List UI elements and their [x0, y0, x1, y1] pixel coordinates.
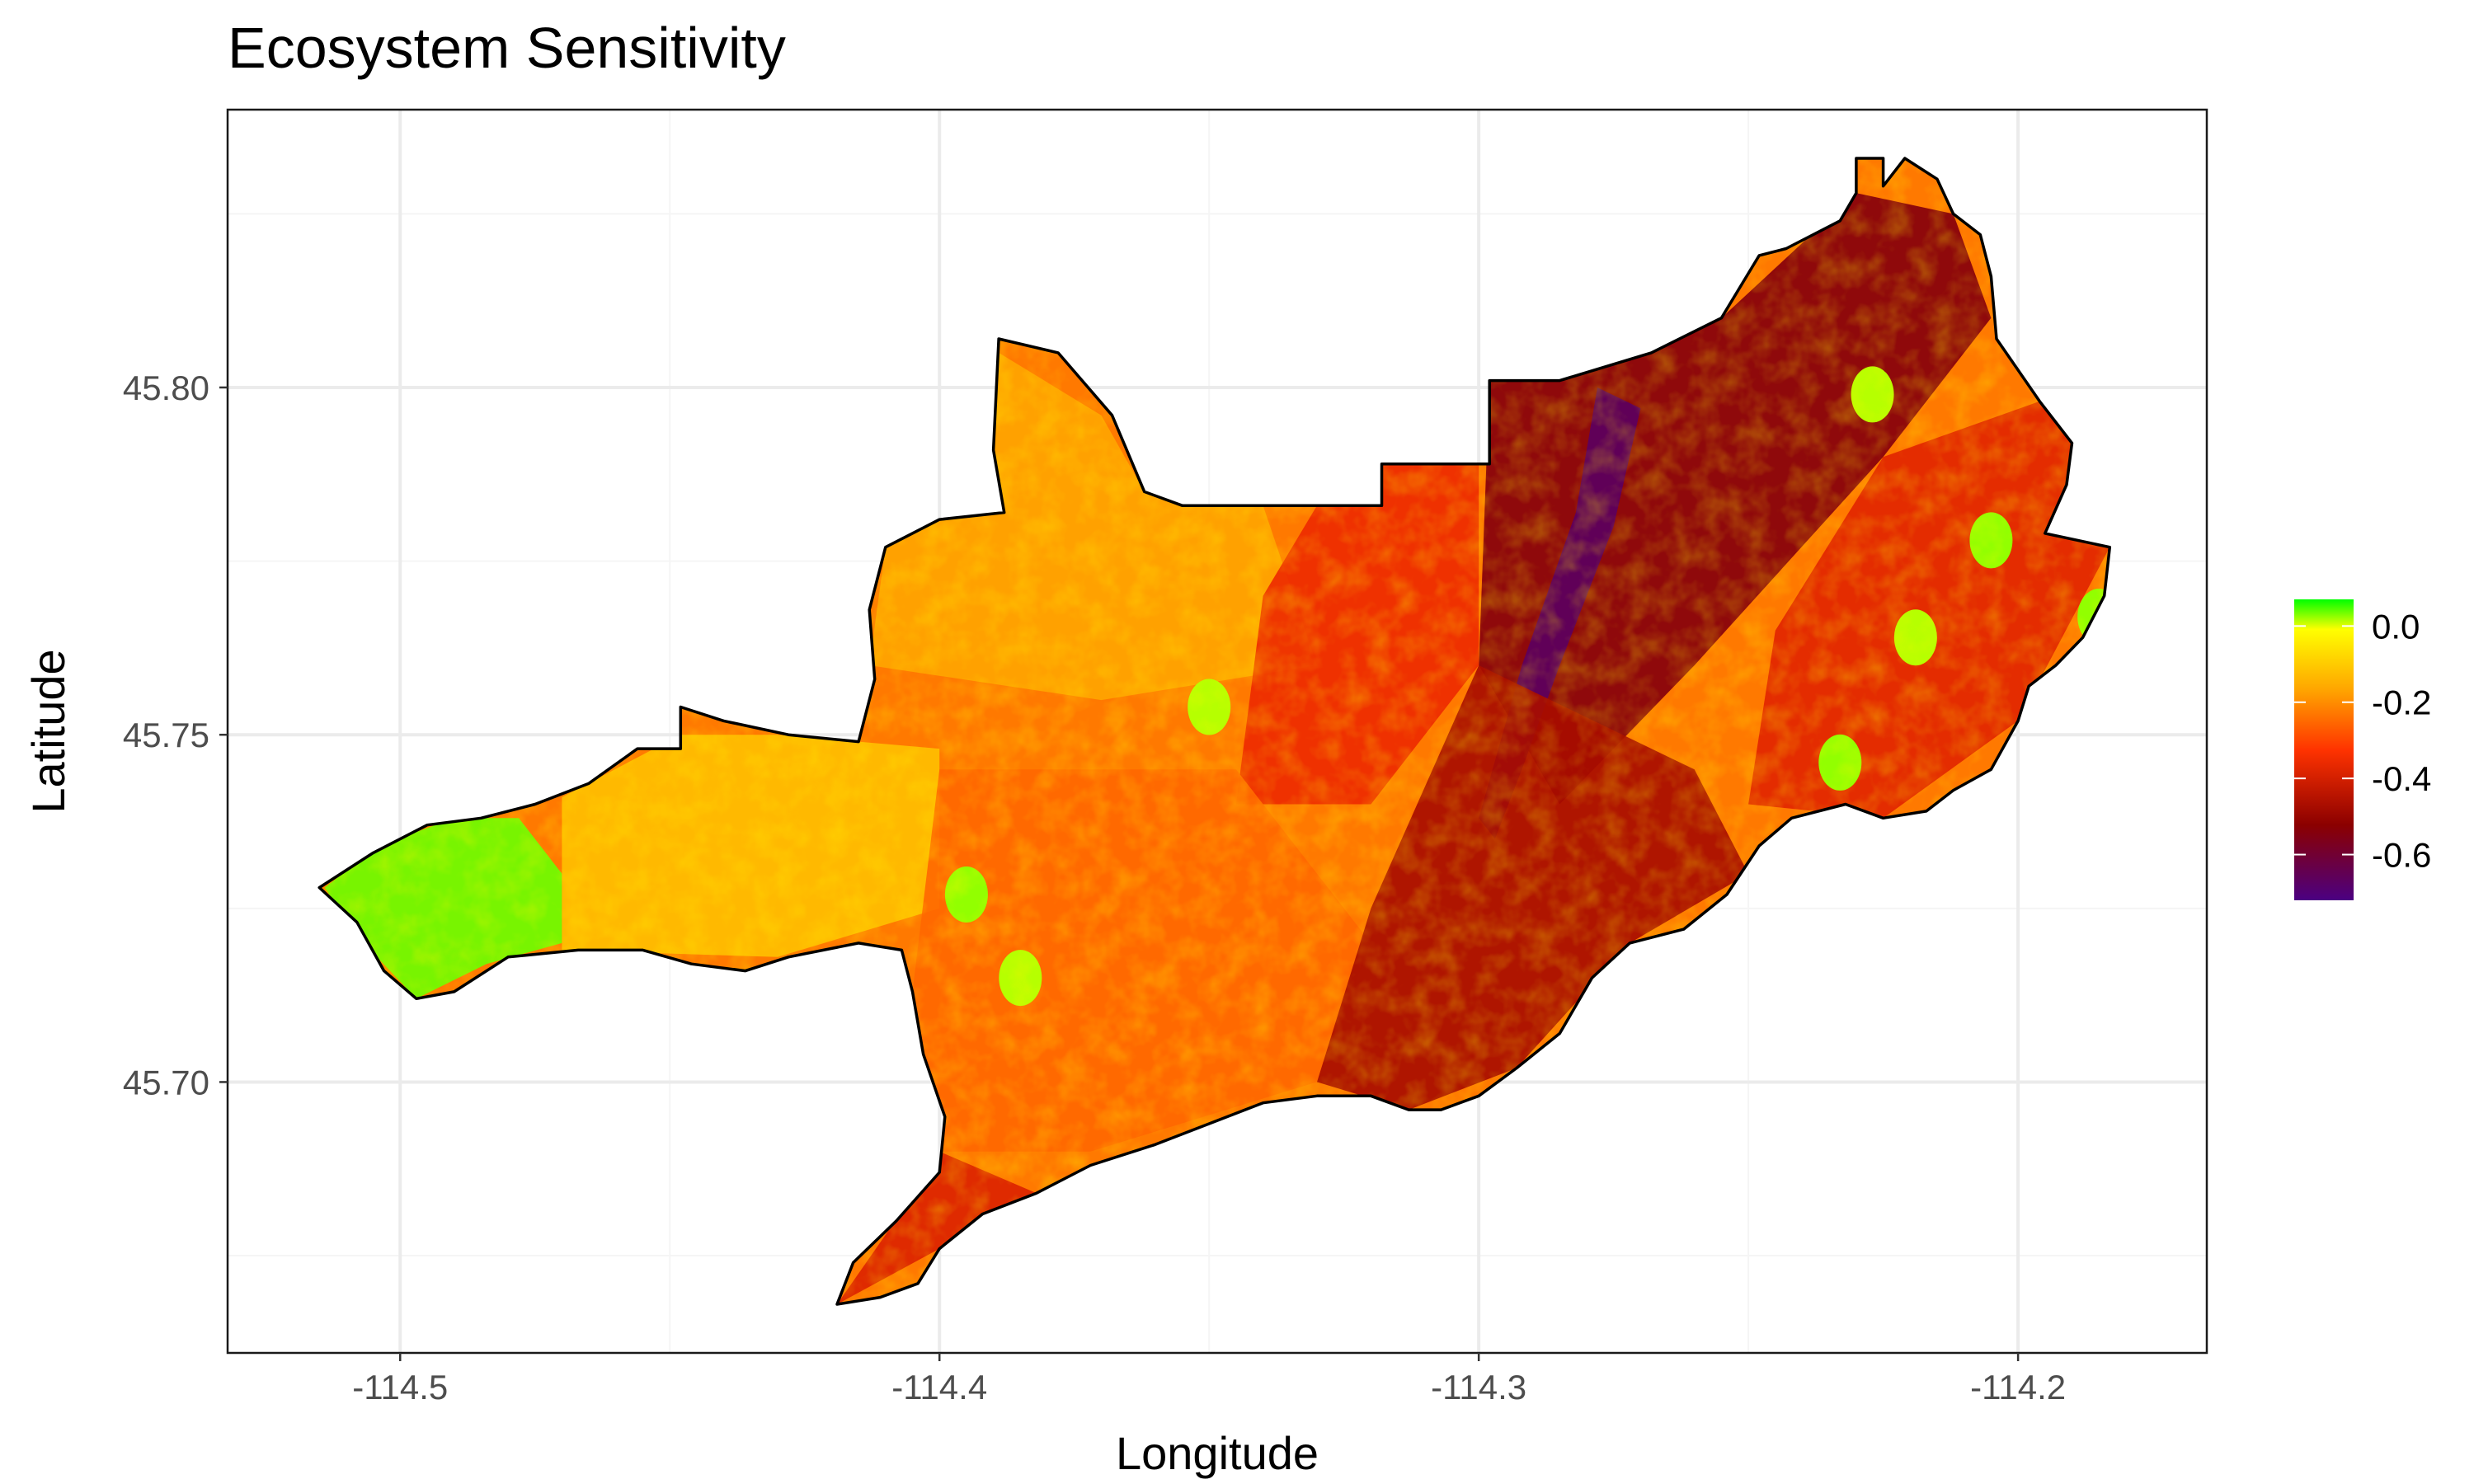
- legend-ticks: 0.0 -0.2 -0.4 -0.6: [2294, 607, 2431, 875]
- x-tick-label: -114.3: [1431, 1368, 1526, 1407]
- study-area-boundary: [317, 157, 2112, 1306]
- x-tick-label: -114.4: [891, 1368, 987, 1407]
- legend-label: 0.0: [2372, 607, 2420, 646]
- x-axis-ticks: -114.5 -114.4 -114.3 -114.2: [352, 1353, 2066, 1407]
- x-tick-label: -114.5: [352, 1368, 448, 1407]
- map-panel: [226, 108, 2208, 1355]
- panel-border: [226, 108, 2208, 1355]
- plot-title: Ecosystem Sensitivity: [228, 16, 786, 80]
- y-axis-ticks: 45.70 45.75 45.80: [123, 369, 228, 1101]
- color-legend: 0.0 -0.2 -0.4 -0.6: [2294, 599, 2431, 900]
- legend-label: -0.4: [2372, 759, 2431, 798]
- y-tick-label: 45.75: [123, 716, 209, 754]
- raster-texture: [319, 158, 2110, 1304]
- legend-label: -0.2: [2372, 683, 2431, 722]
- x-axis-title: Longitude: [1116, 1427, 1319, 1479]
- sensitivity-raster: [319, 158, 2110, 1304]
- legend-label: -0.6: [2372, 836, 2431, 875]
- y-tick-label: 45.70: [123, 1063, 209, 1101]
- y-tick-label: 45.80: [123, 369, 209, 407]
- y-axis-title: Latitude: [22, 649, 74, 813]
- x-tick-label: -114.2: [1970, 1368, 2066, 1407]
- legend-colorbar: [2294, 599, 2354, 900]
